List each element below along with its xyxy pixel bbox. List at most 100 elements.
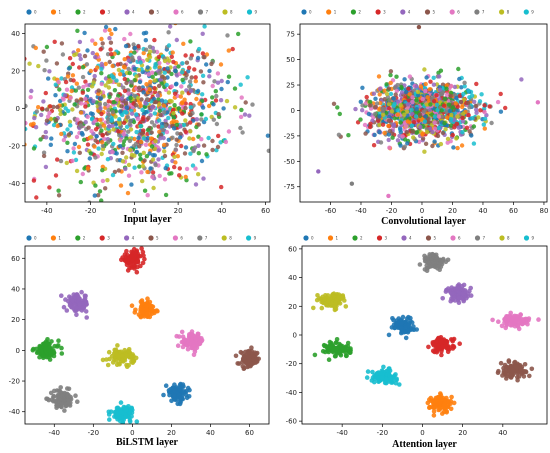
point-input-layer-class-8 bbox=[157, 102, 162, 107]
point-input-layer-class-0 bbox=[211, 102, 216, 107]
point-input-layer-class-3 bbox=[53, 173, 59, 178]
point-input-layer-class-4 bbox=[107, 36, 112, 41]
point-convolutional-layer-class-5 bbox=[393, 92, 398, 97]
point-input-layer-class-3 bbox=[122, 88, 128, 94]
point-convolutional-layer-class-4 bbox=[472, 99, 477, 105]
legend-label-input-layer-7: 7 bbox=[206, 10, 209, 15]
point-convolutional-layer-class-2 bbox=[442, 96, 448, 102]
point-input-layer-class-5 bbox=[183, 105, 188, 111]
point-input-layer-class-5 bbox=[139, 97, 144, 102]
point-input-layer-class-4 bbox=[33, 125, 39, 130]
point-convolutional-layer-class-1 bbox=[444, 83, 449, 88]
point-attention-layer-class-7 bbox=[430, 252, 435, 257]
point-input-layer-class-8 bbox=[140, 163, 146, 169]
point-attention-layer-class-6 bbox=[518, 312, 523, 318]
point-input-layer-class-1 bbox=[103, 61, 108, 67]
point-attention-layer-class-5 bbox=[506, 359, 512, 365]
point-input-layer-class-2 bbox=[188, 39, 193, 44]
point-input-layer-class-2 bbox=[111, 100, 116, 105]
point-input-layer-class-2 bbox=[199, 112, 204, 117]
point-input-layer-class-6 bbox=[83, 96, 88, 102]
point-input-layer-class-1 bbox=[93, 41, 98, 46]
point-bilstm-layer-class-5 bbox=[248, 361, 254, 367]
point-input-layer-class-3 bbox=[116, 129, 121, 134]
point-bilstm-layer-class-6 bbox=[182, 337, 187, 342]
point-convolutional-layer-class-8 bbox=[386, 101, 392, 107]
point-input-layer-class-6 bbox=[121, 131, 126, 137]
legend-label-bilstm-layer-4: 4 bbox=[132, 236, 135, 241]
legend-marker-attention-layer-9 bbox=[523, 235, 530, 241]
point-bilstm-layer-class-7 bbox=[48, 390, 54, 396]
point-convolutional-layer-class-8 bbox=[411, 135, 416, 140]
legend-marker-input-layer-1 bbox=[50, 9, 57, 15]
point-input-layer-class-4 bbox=[83, 120, 88, 125]
point-bilstm-layer-class-7 bbox=[59, 404, 64, 410]
point-input-layer-class-5 bbox=[202, 55, 207, 60]
point-input-layer-class-0 bbox=[136, 135, 141, 141]
point-input-layer-class-7 bbox=[25, 103, 28, 109]
point-input-layer-class-4 bbox=[158, 136, 163, 141]
point-convolutional-layer-class-1 bbox=[382, 88, 387, 93]
point-convolutional-layer-class-6 bbox=[407, 74, 413, 79]
point-bilstm-layer-class-5 bbox=[253, 360, 258, 365]
point-input-layer-class-3 bbox=[152, 37, 157, 43]
point-input-layer-class-3 bbox=[172, 164, 177, 170]
legend-marker-bilstm-layer-4 bbox=[124, 235, 130, 241]
point-input-layer-class-9 bbox=[114, 78, 119, 83]
point-bilstm-layer-class-6 bbox=[195, 341, 201, 347]
point-input-layer-class-6 bbox=[64, 87, 70, 92]
point-input-layer-class-8 bbox=[126, 162, 132, 168]
point-input-layer-class-3 bbox=[213, 98, 219, 103]
point-input-layer-class-2 bbox=[196, 151, 201, 156]
point-convolutional-layer-class-8 bbox=[443, 127, 448, 132]
point-bilstm-layer-class-9 bbox=[118, 409, 124, 414]
point-convolutional-layer-class-7 bbox=[439, 91, 445, 97]
point-bilstm-layer-class-2 bbox=[59, 345, 64, 351]
point-bilstm-layer-class-0 bbox=[181, 388, 186, 394]
point-attention-layer-class-8 bbox=[325, 293, 331, 298]
point-input-layer-class-4 bbox=[194, 117, 200, 122]
point-bilstm-layer-class-4 bbox=[81, 305, 87, 311]
point-input-layer-class-6 bbox=[100, 178, 106, 184]
point-attention-layer-class-8 bbox=[337, 301, 343, 306]
point-input-layer-class-6 bbox=[75, 117, 80, 122]
point-convolutional-layer-class-7 bbox=[467, 105, 472, 110]
point-input-layer-class-0 bbox=[66, 66, 72, 71]
point-input-layer-class-7 bbox=[131, 42, 136, 47]
point-convolutional-layer-class-8 bbox=[455, 114, 460, 119]
point-convolutional-layer-class-5 bbox=[430, 143, 435, 149]
y-ticks-bilstm-layer: -40 -20 0 20 40 60 bbox=[9, 255, 25, 416]
point-bilstm-layer-class-4 bbox=[79, 289, 84, 295]
point-input-layer-class-2 bbox=[169, 71, 174, 77]
point-bilstm-layer-class-5 bbox=[235, 361, 240, 366]
point-bilstm-layer-class-8 bbox=[110, 360, 116, 365]
y-tick-label: 0 bbox=[291, 107, 295, 115]
y-tick-label: 20 bbox=[11, 67, 20, 75]
point-convolutional-layer-class-3 bbox=[371, 143, 377, 148]
point-input-layer-class-9 bbox=[166, 43, 172, 48]
point-input-layer-class-0 bbox=[141, 90, 146, 95]
point-input-layer-class-2 bbox=[112, 88, 118, 93]
point-attention-layer-class-5 bbox=[495, 370, 501, 376]
point-input-layer-class-6 bbox=[223, 139, 229, 145]
point-convolutional-layer-class-3 bbox=[464, 125, 470, 130]
point-bilstm-layer-class-7 bbox=[53, 398, 58, 404]
point-input-layer-class-4 bbox=[77, 53, 82, 58]
x-tick-label: 20 bbox=[174, 207, 183, 215]
point-attention-layer-class-0 bbox=[386, 332, 392, 338]
point-convolutional-layer-class-0 bbox=[358, 99, 363, 105]
point-attention-layer-class-9 bbox=[375, 371, 380, 376]
point-input-layer-class-5 bbox=[79, 97, 84, 103]
point-input-layer-class-9 bbox=[90, 116, 95, 121]
point-convolutional-layer-class-3 bbox=[457, 93, 462, 99]
legend-label-input-layer-3: 3 bbox=[108, 10, 111, 15]
point-input-layer-class-8 bbox=[116, 67, 122, 73]
point-attention-layer-class-8 bbox=[332, 307, 338, 313]
point-convolutional-layer-class-0 bbox=[405, 141, 410, 146]
point-input-layer-class-6 bbox=[25, 120, 28, 126]
point-convolutional-layer-class-5 bbox=[387, 128, 393, 134]
x-tick-label: 80 bbox=[539, 207, 548, 215]
point-convolutional-layer-class-7 bbox=[462, 80, 467, 86]
point-input-layer-class-6 bbox=[61, 97, 66, 102]
point-convolutional-layer-class-3 bbox=[368, 124, 373, 130]
